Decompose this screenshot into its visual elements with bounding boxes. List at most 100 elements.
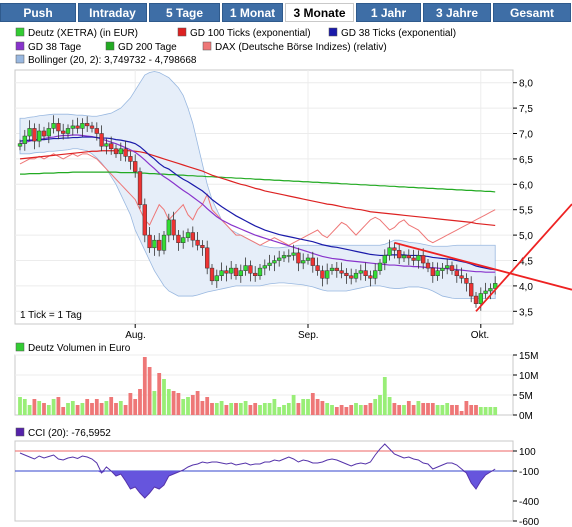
volume-bar bbox=[310, 393, 315, 415]
volume-bar bbox=[133, 399, 138, 415]
volume-bar bbox=[320, 401, 325, 415]
volume-bar bbox=[440, 405, 445, 415]
cci-title: CCI (20): -76,5952 bbox=[28, 428, 111, 439]
candle-body bbox=[142, 204, 147, 236]
candle-body bbox=[286, 255, 291, 257]
volume-bar bbox=[258, 405, 262, 415]
volume-bar bbox=[253, 403, 258, 415]
candle-body bbox=[195, 239, 200, 246]
candle-body bbox=[445, 265, 450, 269]
volume-panel: Deutz Volumen in Euro 0M 5M 10M 15M bbox=[14, 342, 538, 422]
volume-bar bbox=[238, 403, 243, 415]
candle-body bbox=[205, 247, 210, 269]
volume-bar bbox=[128, 393, 133, 415]
volume-bar bbox=[109, 397, 114, 415]
price-y-ticks: 3,5 4,0 4,5 5,0 5,5 6,0 6,5 7,0 7,5 8,0 bbox=[513, 79, 533, 318]
candle-body bbox=[363, 270, 368, 276]
volume-bar bbox=[205, 397, 210, 415]
tab-1-monat[interactable]: 1 Monat bbox=[222, 3, 283, 22]
candle-body bbox=[253, 272, 258, 276]
price-y-tick-label: 7,0 bbox=[519, 130, 533, 141]
candle-body bbox=[334, 267, 339, 271]
volume-bar bbox=[493, 407, 498, 415]
price-y-tick-label: 5,0 bbox=[519, 231, 533, 242]
volume-y-tick-label: 10M bbox=[519, 371, 538, 382]
candle-body bbox=[373, 270, 378, 279]
volume-bar bbox=[22, 399, 27, 415]
price-y-tick-label: 4,0 bbox=[519, 282, 533, 293]
tab-5-tage[interactable]: 5 Tage bbox=[149, 3, 220, 22]
gd38-ticks-line bbox=[19, 136, 496, 271]
tab-3-monate[interactable]: 3 Monate bbox=[285, 3, 354, 22]
volume-bar bbox=[214, 403, 219, 415]
volume-bar bbox=[90, 403, 94, 415]
legend-swatch-gd38tage bbox=[15, 41, 25, 51]
candle-body bbox=[353, 272, 359, 279]
candle-body bbox=[473, 295, 479, 304]
candle-body bbox=[224, 270, 229, 274]
tab-3-jahre[interactable]: 3 Jahre bbox=[423, 3, 491, 22]
candle-body bbox=[56, 123, 61, 132]
candle-body bbox=[161, 234, 167, 251]
gd200-tage-line bbox=[20, 171, 496, 193]
volume-bar bbox=[416, 401, 421, 415]
candle-body bbox=[32, 128, 37, 142]
volume-bar bbox=[162, 379, 166, 415]
price-y-tick-label: 8,0 bbox=[519, 79, 533, 90]
cci-y-tick-label: -600 bbox=[519, 517, 539, 527]
volume-bar bbox=[195, 391, 200, 415]
volume-bar bbox=[330, 405, 334, 415]
candle-body bbox=[464, 278, 469, 284]
volume-bar bbox=[315, 399, 320, 415]
volume-bar bbox=[104, 401, 109, 415]
tab-push[interactable]: Push bbox=[0, 3, 76, 22]
legend-deutz: Deutz (XETRA) (in EUR) bbox=[28, 28, 138, 39]
cci-y-tick-label: -400 bbox=[519, 497, 539, 508]
volume-bar bbox=[392, 403, 397, 415]
cci-plot-frame bbox=[14, 440, 514, 522]
candle-body bbox=[416, 255, 421, 261]
candle-body bbox=[320, 270, 325, 279]
candle-body bbox=[176, 234, 181, 243]
tab-gesamt[interactable]: Gesamt bbox=[493, 3, 571, 22]
candle-body bbox=[37, 130, 42, 142]
volume-bar bbox=[70, 401, 75, 415]
candle-body bbox=[281, 255, 287, 259]
candle-body bbox=[113, 148, 119, 155]
volume-bar bbox=[334, 407, 339, 415]
price-panel: 3,5 4,0 4,5 5,0 5,5 6,0 6,5 7,0 7,5 8,0 Aug. Sep. O… bbox=[14, 69, 533, 341]
tick-note: 1 Tick = 1 Tag bbox=[20, 310, 82, 321]
volume-bar bbox=[301, 399, 306, 415]
legend-dax: DAX (Deutsche Börse Indizes) (relativ) bbox=[215, 42, 387, 53]
volume-bar bbox=[210, 403, 214, 415]
tab-intraday[interactable]: Intraday bbox=[78, 3, 147, 22]
price-x-tick-label: Sep. bbox=[298, 330, 319, 341]
price-x-tick-label: Okt. bbox=[471, 330, 489, 341]
volume-bar bbox=[483, 407, 488, 415]
volume-bar bbox=[234, 403, 238, 415]
candle-body bbox=[22, 135, 27, 144]
candle-body bbox=[349, 275, 354, 279]
volume-bar bbox=[147, 367, 152, 415]
gd100-ticks-line bbox=[19, 150, 496, 227]
volume-bar bbox=[382, 377, 387, 415]
tab-1-jahr[interactable]: 1 Jahr bbox=[356, 3, 421, 22]
volume-bar bbox=[61, 407, 66, 415]
volume-bar bbox=[488, 407, 493, 415]
volume-bar bbox=[464, 401, 469, 415]
legend-gd38ticks: GD 38 Ticks (exponential) bbox=[341, 28, 456, 39]
volume-bar bbox=[248, 405, 253, 415]
volume-y-tick-label: 15M bbox=[519, 351, 538, 362]
legend-swatch-gd38ticks bbox=[328, 27, 338, 37]
candle-body bbox=[147, 234, 152, 249]
legend-swatch-gd100 bbox=[177, 27, 187, 37]
volume-bar bbox=[46, 405, 51, 415]
volume-bar bbox=[18, 397, 22, 415]
candle-body bbox=[488, 288, 493, 292]
volume-bar bbox=[344, 407, 349, 415]
volume-bar bbox=[430, 403, 435, 415]
volume-bar bbox=[339, 405, 344, 415]
volume-y-tick-label: 0M bbox=[519, 411, 533, 422]
price-x-ticks: Aug. Sep. Okt. bbox=[125, 324, 489, 341]
volume-bar bbox=[411, 405, 416, 415]
